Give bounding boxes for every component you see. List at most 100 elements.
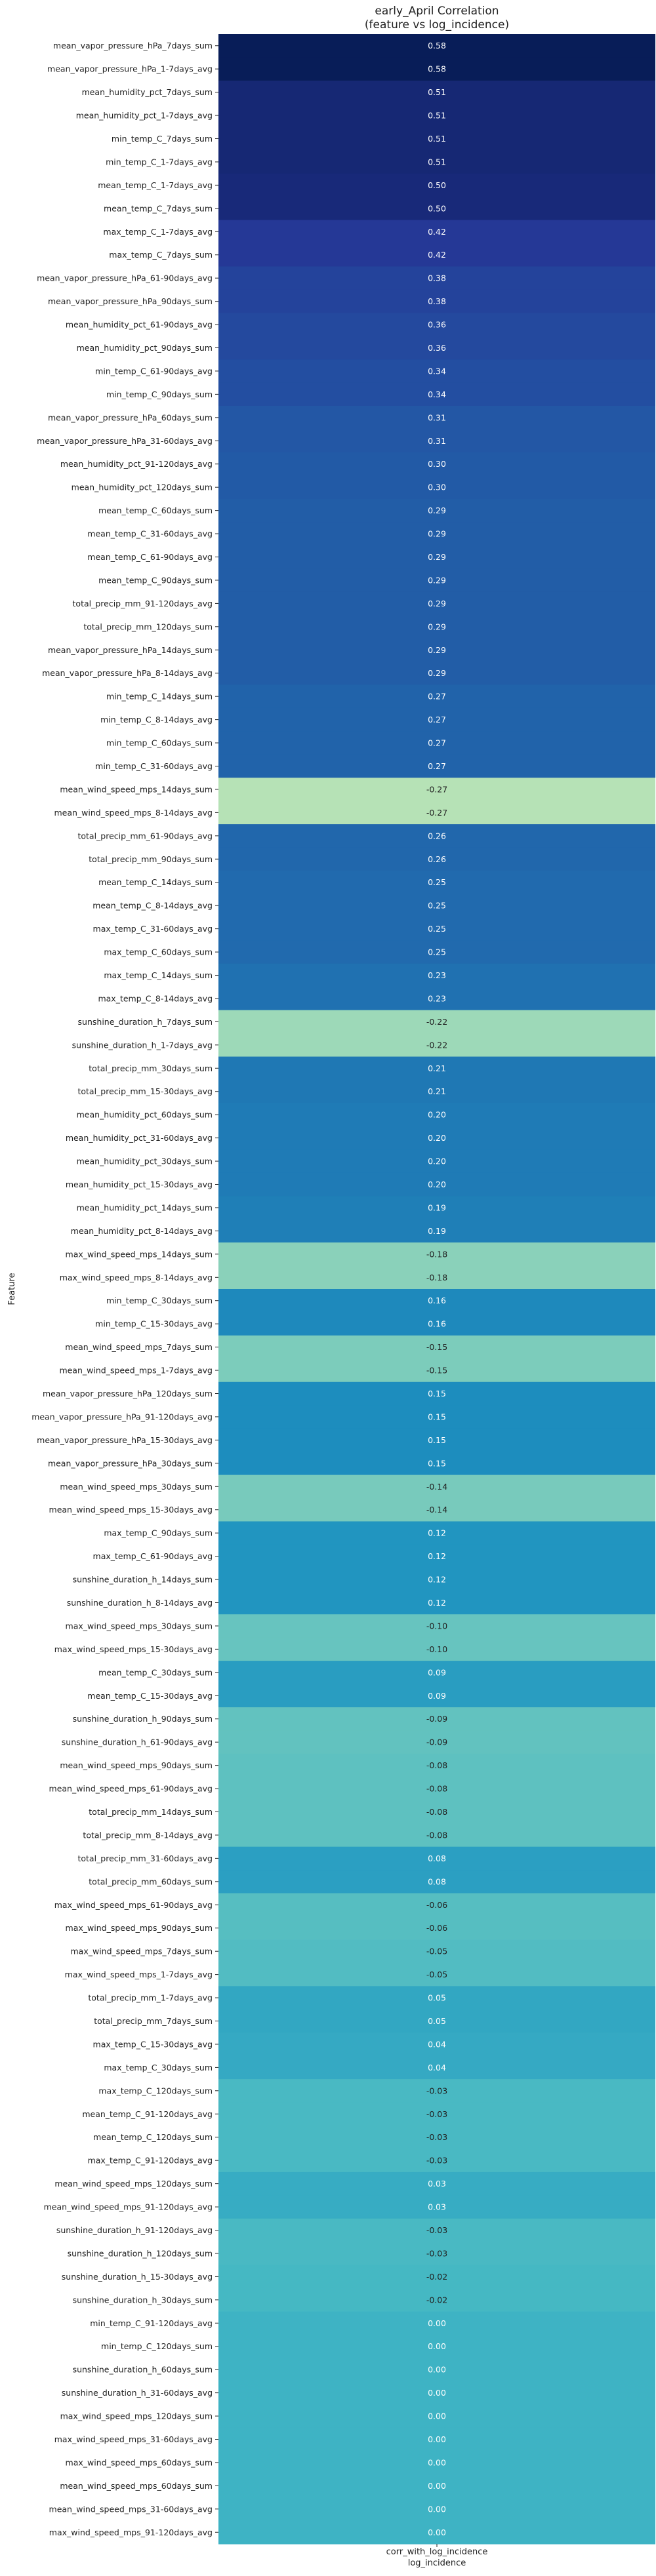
heatmap-cell <box>218 940 655 964</box>
feature-tick-label: min_temp_C_15-30days_avg <box>95 1319 213 1329</box>
heatmap-cell <box>218 917 655 941</box>
cell-value-label: 0.23 <box>428 970 446 980</box>
chart-title-line1: early_April Correlation <box>375 5 499 18</box>
feature-tick-label: mean_humidity_pct_90days_sum <box>77 343 213 353</box>
heatmap-cell <box>218 1033 655 1058</box>
feature-tick-label: total_precip_mm_60days_sum <box>89 1876 213 1886</box>
heatmap-cell <box>218 1242 655 1267</box>
feature-tick-label: total_precip_mm_7days_sum <box>94 2016 213 2026</box>
cell-value-label: -0.06 <box>426 1923 447 1933</box>
heatmap-cell <box>218 1521 655 1545</box>
heatmap-cell <box>218 1312 655 1336</box>
cell-value-label: 0.51 <box>428 134 446 144</box>
feature-tick-label: max_temp_C_1-7days_avg <box>103 227 213 237</box>
cell-value-label: -0.03 <box>426 2248 447 2258</box>
heatmap-cell <box>218 591 655 616</box>
feature-tick-label: min_temp_C_120days_sum <box>101 2341 213 2351</box>
feature-tick-label: mean_humidity_pct_31-60days_avg <box>66 1133 213 1143</box>
cell-value-label: 0.51 <box>428 87 446 97</box>
cell-value-label: 0.26 <box>428 854 446 864</box>
heatmap-cell <box>218 2265 655 2289</box>
heatmap-cell <box>218 1591 655 1615</box>
heatmap-cell <box>218 1335 655 1359</box>
x-axis-label: log_incidence <box>408 2558 466 2568</box>
heatmap-cell <box>218 2381 655 2405</box>
heatmap-cell <box>218 1452 655 1476</box>
heatmap-cell <box>218 2242 655 2266</box>
cell-value-label: 0.31 <box>428 436 446 446</box>
cell-value-label: -0.22 <box>426 1017 447 1027</box>
heatmap-cell <box>218 2520 655 2545</box>
feature-tick-label: mean_temp_C_91-120days_avg <box>82 2109 213 2119</box>
cell-value-label: 0.15 <box>428 1435 446 1445</box>
cell-value-label: 0.15 <box>428 1412 446 1421</box>
y-axis-label: Feature <box>7 1273 17 1305</box>
heatmap-cell <box>218 2288 655 2312</box>
feature-tick-label: min_temp_C_14days_sum <box>106 692 213 702</box>
cell-value-label: 0.09 <box>428 1667 446 1677</box>
cell-value-label: 0.15 <box>428 1458 446 1468</box>
heatmap-cell <box>218 197 655 221</box>
feature-tick-label: total_precip_mm_31-60days_avg <box>77 1853 213 1863</box>
feature-tick-label: mean_vapor_pressure_hPa_8-14days_avg <box>42 668 213 678</box>
cell-value-label: 0.51 <box>428 111 446 121</box>
cell-value-label: 0.50 <box>428 180 446 190</box>
cell-value-label: 0.29 <box>428 552 446 562</box>
feature-tick-label: max_temp_C_120days_sum <box>98 2086 213 2095</box>
cell-value-label: 0.27 <box>428 692 446 702</box>
cell-value-label: 0.27 <box>428 715 446 724</box>
cell-value-label: -0.03 <box>426 2109 447 2119</box>
feature-tick-label: max_wind_speed_mps_14days_sum <box>66 1249 213 1259</box>
heatmap-cell <box>218 1753 655 1777</box>
heatmap-cell <box>218 1777 655 1801</box>
feature-tick-label: total_precip_mm_61-90days_avg <box>77 831 213 841</box>
cell-value-label: 0.20 <box>428 1110 446 1120</box>
heatmap-cell <box>218 1661 655 1685</box>
feature-tick-label: mean_temp_C_120days_sum <box>93 2132 213 2142</box>
cell-value-label: -0.02 <box>426 2295 447 2305</box>
cell-value-label: -0.05 <box>426 1970 447 1979</box>
cell-value-label: -0.27 <box>426 784 447 794</box>
feature-tick-label: mean_vapor_pressure_hPa_61-90days_avg <box>37 273 213 283</box>
cell-value-label: 0.00 <box>428 2481 446 2491</box>
cell-value-label: -0.08 <box>426 1807 447 1817</box>
cell-value-label: 0.25 <box>428 877 446 887</box>
feature-tick-label: mean_wind_speed_mps_31-60days_avg <box>49 2504 213 2514</box>
feature-tick-label: min_temp_C_61-90days_avg <box>95 366 213 376</box>
heatmap-cell <box>218 1614 655 1638</box>
heatmap-cell <box>218 1428 655 1452</box>
feature-tick-label: max_temp_C_91-120days_avg <box>88 2156 213 2166</box>
heatmap-cell <box>218 2171 655 2196</box>
cell-value-label: 0.16 <box>428 1296 446 1305</box>
heatmap-cell <box>218 2079 655 2103</box>
heatmap-cell <box>218 2404 655 2428</box>
heatmap-cell <box>218 707 655 732</box>
cell-value-label: 0.21 <box>428 1086 446 1096</box>
feature-tick-label: max_temp_C_61-90days_avg <box>93 1551 213 1561</box>
feature-tick-label: sunshine_duration_h_120days_sum <box>68 2248 213 2258</box>
cell-value-label: -0.03 <box>426 2156 447 2166</box>
heatmap-cell <box>218 2427 655 2451</box>
cell-value-label: 0.00 <box>428 2504 446 2514</box>
cell-value-label: -0.08 <box>426 1760 447 1770</box>
cell-value-label: -0.15 <box>426 1342 447 1352</box>
feature-tick-label: min_temp_C_90days_sum <box>106 389 213 399</box>
feature-tick-label: mean_temp_C_15-30days_avg <box>87 1691 213 1701</box>
cell-value-label: 0.21 <box>428 1063 446 1073</box>
heatmap-cell <box>218 2358 655 2382</box>
feature-tick-label: total_precip_mm_30days_sum <box>89 1063 213 1073</box>
cell-value-label: 0.29 <box>428 529 446 539</box>
cell-value-label: -0.10 <box>426 1621 447 1631</box>
feature-tick-label: total_precip_mm_14days_sum <box>89 1807 213 1817</box>
heatmap-cell <box>218 1103 655 1127</box>
feature-tick-label: mean_temp_C_1-7days_avg <box>98 180 213 190</box>
heatmap-cell <box>218 150 655 174</box>
feature-tick-label: sunshine_duration_h_30days_sum <box>73 2295 213 2305</box>
feature-tick-label: max_wind_speed_mps_30days_sum <box>66 1621 213 1631</box>
cell-value-label: 0.05 <box>428 1993 446 2003</box>
column-tick-label: corr_with_log_incidence <box>386 2547 488 2557</box>
heatmap-cell <box>218 1730 655 1754</box>
heatmap-cell <box>218 1893 655 1917</box>
heatmap-cell <box>218 1916 655 1941</box>
cell-value-label: -0.08 <box>426 1830 447 1840</box>
